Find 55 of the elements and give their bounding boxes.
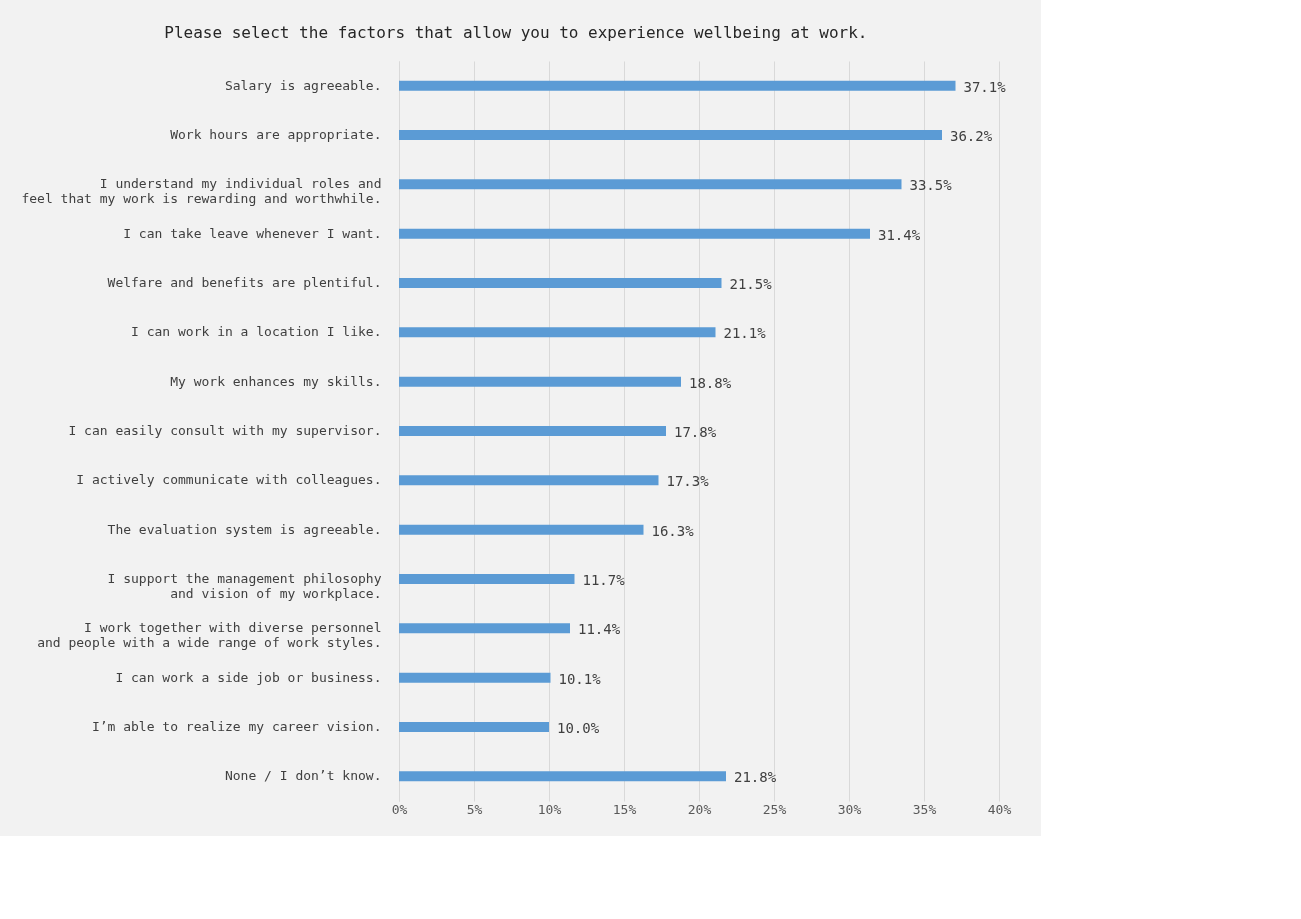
bar	[399, 524, 644, 535]
x-tick-label: 15%	[612, 801, 637, 817]
data-label: 10.1%	[558, 670, 602, 687]
y-tick-label: I actively communicate with colleagues.	[76, 472, 382, 488]
bar	[399, 80, 956, 91]
bar	[399, 376, 681, 387]
bar	[399, 771, 726, 782]
y-tick-label: Welfare and benefits are plentiful.	[107, 275, 382, 290]
x-tick-label: 35%	[912, 801, 937, 817]
y-tick-label: I can work a side job or business.	[115, 669, 382, 685]
y-tick-label: I understand my individual roles and feel that my work is rewarding and worthwhile.	[21, 176, 382, 207]
bar	[399, 327, 716, 338]
bar	[399, 278, 722, 288]
data-label: 10.0%	[557, 720, 600, 736]
y-tick-label: Work hours are appropriate.	[170, 127, 382, 142]
y-tick-label: I can take leave whenever I want.	[123, 225, 382, 241]
chart-title: Please select the factors that allow you to experience wellbeing at work.	[164, 23, 868, 42]
x-tick-label: 25%	[762, 801, 787, 817]
y-tick-label: I’m able to realize my career vision.	[91, 719, 382, 734]
y-tick-label: My work enhances my skills.	[170, 373, 382, 389]
x-tick-label: 10%	[537, 801, 562, 817]
x-tick-label: 30%	[837, 801, 862, 817]
y-tick-label: None / I don’t know.	[224, 768, 382, 784]
data-label: 17.8%	[674, 424, 717, 440]
data-label: 31.4%	[878, 226, 921, 243]
bar	[399, 623, 570, 634]
data-label: 33.5%	[909, 177, 953, 194]
bar	[399, 130, 942, 140]
data-label: 37.1%	[963, 78, 1007, 95]
bar	[399, 672, 551, 683]
y-tick-label: Salary is agreeable.	[224, 77, 382, 93]
data-label: 36.2%	[950, 128, 993, 144]
data-label: 18.8%	[689, 374, 732, 391]
data-label: 11.7%	[582, 572, 626, 588]
y-tick-label: I support the management philosophy and vision of my workplace.	[107, 571, 382, 601]
x-tick-label: 5%	[466, 801, 483, 817]
bar	[399, 179, 902, 190]
data-label: 11.4%	[578, 621, 621, 638]
y-tick-label: I work together with diverse personnel and people with a wide range of work styles.	[37, 620, 382, 651]
data-label: 17.3%	[666, 473, 710, 490]
data-label: 16.3%	[651, 522, 695, 539]
data-label: 21.8%	[734, 769, 777, 786]
y-tick-label: I can work in a location I like.	[131, 324, 382, 340]
y-tick-label: The evaluation system is agreeable.	[107, 521, 382, 537]
bar	[399, 475, 659, 486]
bar	[399, 228, 870, 239]
bar	[399, 426, 666, 436]
x-tick-label: 0%	[391, 801, 408, 817]
bar	[399, 574, 575, 584]
x-tick-label: 40%	[987, 801, 1012, 817]
x-tick-label: 20%	[687, 801, 712, 817]
y-tick-label: I can easily consult with my supervisor.	[68, 423, 382, 438]
bar	[399, 722, 549, 732]
data-label: 21.5%	[729, 276, 773, 292]
data-label: 21.1%	[723, 325, 767, 342]
